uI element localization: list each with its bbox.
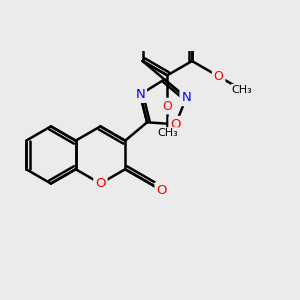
Text: N: N [135, 88, 145, 101]
Text: N: N [182, 91, 191, 104]
Text: O: O [156, 184, 167, 197]
Text: O: O [214, 70, 224, 83]
Text: CH₃: CH₃ [157, 128, 178, 138]
Text: O: O [95, 177, 106, 190]
Text: O: O [162, 100, 172, 112]
Text: O: O [170, 118, 181, 131]
Text: CH₃: CH₃ [232, 85, 253, 95]
